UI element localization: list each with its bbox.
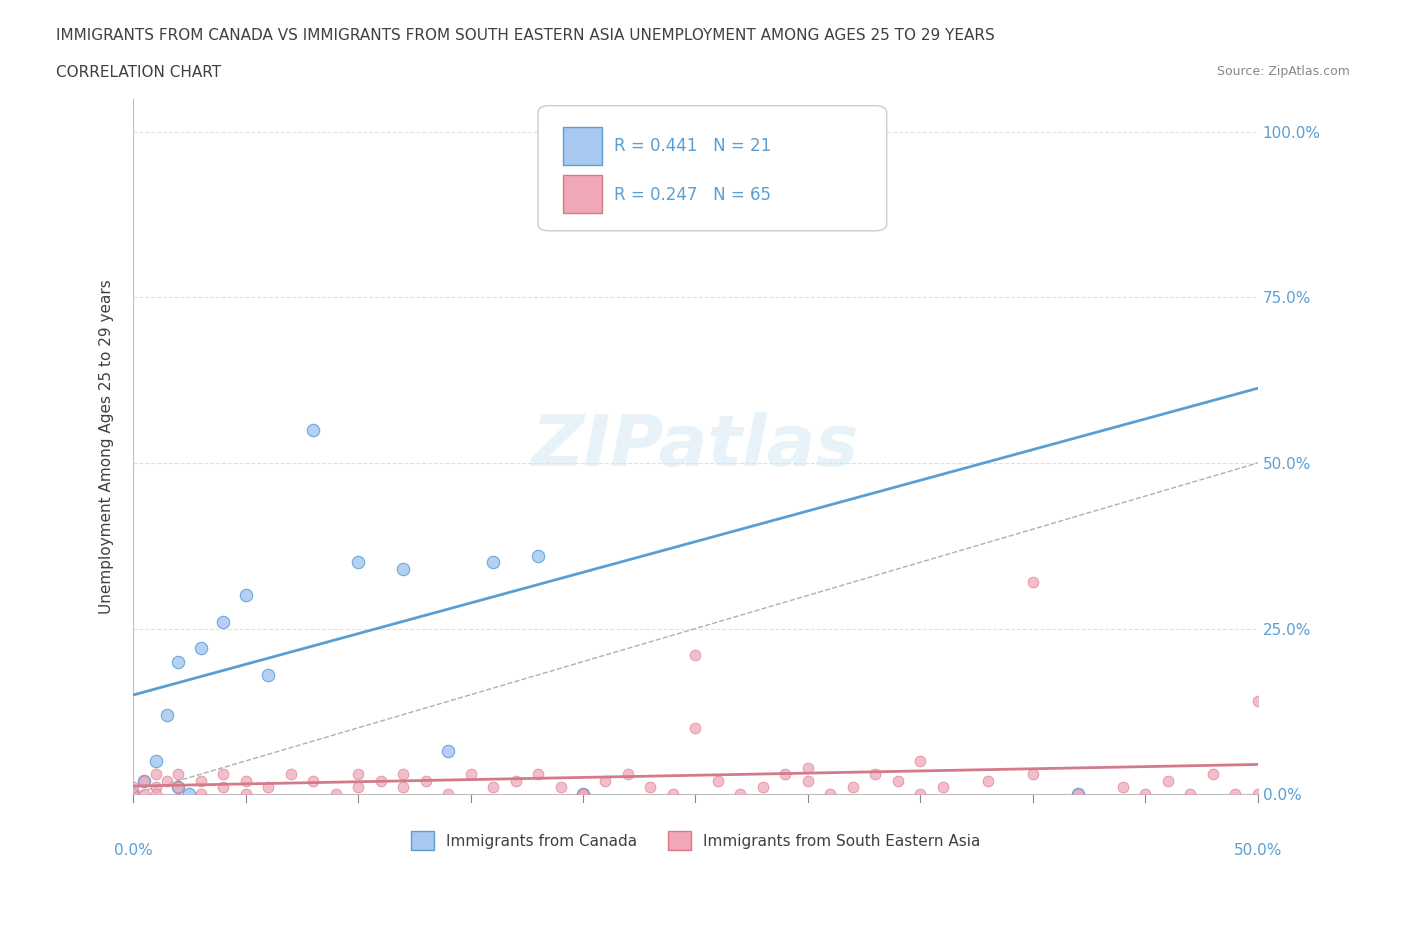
Point (167, 654, 190, 669)
Point (212, 780, 235, 795)
Text: 0.0%: 0.0% (114, 843, 152, 857)
Point (977, 774, 1000, 789)
Point (1202, 766, 1225, 781)
Text: CORRELATION CHART: CORRELATION CHART (56, 65, 221, 80)
Point (1022, 575, 1045, 590)
Point (617, 191, 640, 206)
Point (572, 787, 595, 802)
Point (797, 760, 820, 775)
Point (134, 774, 156, 789)
Point (212, 615, 235, 630)
Point (572, 787, 595, 802)
Point (1247, 787, 1270, 802)
Point (235, 787, 257, 802)
Point (122, 787, 145, 802)
Text: ZIPatlas: ZIPatlas (531, 412, 859, 481)
Point (145, 766, 167, 781)
Legend: Immigrants from Canada, Immigrants from South Eastern Asia: Immigrants from Canada, Immigrants from … (405, 825, 986, 856)
Point (482, 780, 505, 795)
Point (122, 780, 145, 795)
Text: Source: ZipAtlas.com: Source: ZipAtlas.com (1216, 65, 1350, 78)
Point (730, 787, 752, 802)
Point (190, 641, 212, 656)
Point (212, 766, 235, 781)
Point (347, 555, 370, 570)
Point (134, 787, 156, 802)
Point (1180, 787, 1202, 802)
Y-axis label: Unemployment Among Ages 25 to 29 years: Unemployment Among Ages 25 to 29 years (100, 279, 114, 614)
Point (302, 774, 325, 789)
FancyBboxPatch shape (562, 126, 602, 165)
Point (145, 787, 167, 802)
Text: IMMIGRANTS FROM CANADA VS IMMIGRANTS FROM SOUTH EASTERN ASIA UNEMPLOYMENT AMONG : IMMIGRANTS FROM CANADA VS IMMIGRANTS FRO… (56, 28, 995, 43)
Point (1157, 774, 1180, 789)
Point (347, 766, 370, 781)
Point (235, 588, 257, 603)
Point (707, 774, 730, 789)
Point (190, 774, 212, 789)
Point (167, 780, 190, 795)
Point (505, 774, 527, 789)
Point (122, 787, 145, 802)
Point (617, 766, 640, 781)
Point (145, 780, 167, 795)
Point (156, 774, 179, 789)
Text: 50.0%: 50.0% (1233, 843, 1282, 857)
Point (1022, 766, 1045, 781)
Point (370, 774, 392, 789)
Text: R = 0.247   N = 65: R = 0.247 N = 65 (614, 186, 772, 204)
Point (392, 562, 415, 577)
Point (662, 787, 685, 802)
Point (752, 780, 775, 795)
Point (347, 780, 370, 795)
FancyBboxPatch shape (538, 106, 887, 231)
FancyBboxPatch shape (562, 175, 602, 214)
Point (550, 780, 572, 795)
Point (932, 780, 955, 795)
Point (134, 774, 156, 789)
Point (257, 780, 280, 795)
Text: R = 0.441   N = 21: R = 0.441 N = 21 (614, 137, 772, 155)
Point (1225, 787, 1247, 802)
Point (1247, 694, 1270, 709)
Point (437, 787, 460, 802)
Point (527, 766, 550, 781)
Point (280, 766, 302, 781)
Point (1135, 787, 1157, 802)
Point (235, 774, 257, 789)
Point (797, 774, 820, 789)
Point (685, 721, 707, 736)
Point (167, 780, 190, 795)
Point (820, 787, 842, 802)
Point (145, 753, 167, 768)
Point (775, 766, 797, 781)
Point (1067, 787, 1090, 802)
Point (437, 744, 460, 759)
Point (156, 707, 179, 722)
Point (1067, 787, 1090, 802)
Point (167, 766, 190, 781)
Point (190, 787, 212, 802)
Point (392, 766, 415, 781)
Point (685, 647, 707, 662)
Point (415, 774, 437, 789)
Point (842, 780, 865, 795)
Point (640, 780, 662, 795)
Point (595, 774, 617, 789)
Point (572, 787, 595, 802)
Point (797, 191, 820, 206)
Point (392, 780, 415, 795)
Point (527, 548, 550, 563)
Point (257, 668, 280, 683)
Point (910, 787, 932, 802)
Point (302, 422, 325, 437)
Point (1112, 780, 1135, 795)
Point (179, 787, 201, 802)
Point (460, 766, 482, 781)
Point (865, 766, 887, 781)
Point (482, 555, 505, 570)
Point (910, 753, 932, 768)
Point (887, 774, 910, 789)
Point (325, 787, 347, 802)
